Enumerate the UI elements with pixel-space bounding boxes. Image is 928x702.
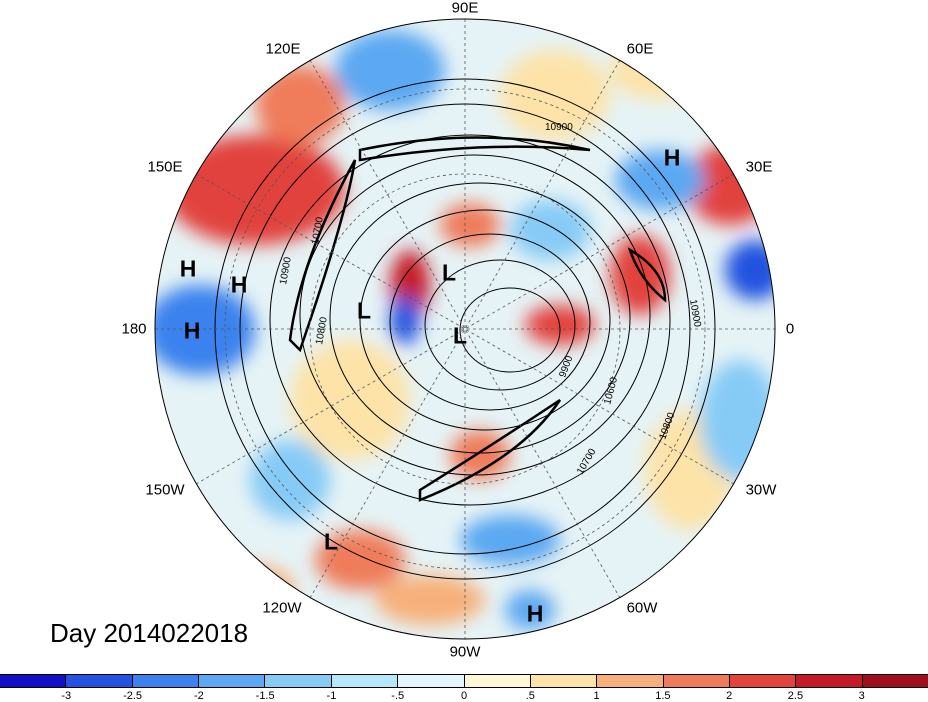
- longitude-label-150e: 150E: [147, 158, 183, 176]
- colorbar-tick-label: -1.5: [255, 690, 275, 702]
- high-pressure-marker: H: [526, 600, 544, 627]
- contour-label: 10700: [310, 216, 326, 246]
- colorbar-tick-label: 2: [726, 690, 733, 702]
- longitude-label-120e: 120E: [265, 40, 301, 58]
- colorbar-swatch: [663, 675, 730, 687]
- colorbar-swatch: [398, 675, 465, 687]
- colorbar: -3 -2.5 -2 -1.5 -1 -.5 0 .5 1 1.5 2 2.5 3: [0, 674, 928, 702]
- longitude-label-120w: 120W: [262, 599, 302, 617]
- colorbar-tick-label: -.5: [391, 690, 405, 702]
- map-title: Day 2014022018: [50, 618, 249, 648]
- longitude-label-60e: 60E: [626, 40, 654, 58]
- colorbar-swatch: [0, 675, 67, 687]
- low-pressure-marker: L: [441, 259, 457, 286]
- longitude-label-60w: 60W: [626, 599, 658, 617]
- contour-label: 10900: [545, 122, 573, 133]
- longitude-label-150w: 150W: [145, 481, 185, 499]
- contour-label: 10900: [687, 299, 703, 329]
- colorbar-tick-label: -2.5: [123, 690, 143, 702]
- colorbar-swatch: [862, 675, 928, 687]
- colorbar-tick-label: .5: [525, 690, 535, 702]
- longitude-label-30w: 30W: [745, 481, 777, 499]
- high-pressure-marker: H: [230, 271, 248, 298]
- high-pressure-marker: H: [663, 144, 681, 171]
- colorbar-swatch: [729, 675, 797, 687]
- colorbar-tick-label: 2.5: [787, 690, 804, 702]
- colorbar-swatch: [265, 675, 332, 687]
- longitude-label-90w: 90W: [449, 643, 481, 661]
- colorbar-tick-label: 1: [593, 690, 600, 702]
- colorbar-swatch: [199, 675, 266, 687]
- longitude-label-180: 180: [121, 320, 147, 338]
- colorbar-tick-label: 1.5: [655, 690, 671, 702]
- map-boundary: [154, 18, 776, 640]
- high-pressure-marker: H: [179, 255, 197, 282]
- colorbar-tick-label: 0: [460, 690, 468, 702]
- colorbar-tick-label: -2: [193, 690, 204, 702]
- colorbar-swatch: [132, 675, 200, 687]
- graticule: [155, 19, 775, 639]
- low-pressure-marker: L: [452, 322, 468, 349]
- colorbar-swatch: [796, 675, 863, 687]
- colorbar-swatch: [464, 675, 531, 687]
- longitude-label-0: 0: [785, 320, 795, 338]
- longitude-label-30e: 30E: [745, 158, 773, 176]
- colorbar-tick-label: 3: [858, 690, 865, 702]
- colorbar-swatches: [0, 674, 928, 688]
- contour-label: 10900: [278, 256, 294, 286]
- low-pressure-marker: L: [323, 528, 339, 555]
- colorbar-swatch: [530, 675, 598, 687]
- colorbar-swatch: [66, 675, 133, 687]
- low-pressure-marker: L: [356, 297, 372, 324]
- colorbar-swatch: [331, 675, 399, 687]
- longitude-label-90e: 90E: [451, 0, 479, 17]
- colorbar-tick-label: -3: [61, 690, 72, 702]
- anomaly-field: [155, 19, 775, 639]
- high-pressure-marker: H: [183, 317, 201, 344]
- colorbar-tick-label: -1: [326, 690, 337, 702]
- contour-label: 10800: [314, 316, 330, 346]
- colorbar-swatch: [597, 675, 664, 687]
- jet-streaks: [288, 136, 667, 502]
